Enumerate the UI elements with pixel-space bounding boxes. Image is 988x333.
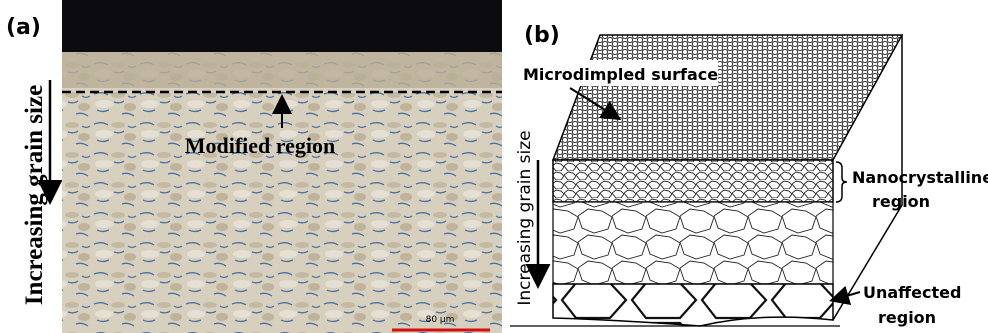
scale-bar-label: 80 µm <box>426 315 455 325</box>
intermediate-layer <box>553 202 833 284</box>
nanocrystalline-label: Nanocrystalline <box>852 168 988 187</box>
mount-layer <box>62 0 502 52</box>
surface-label: Microdimpled surface <box>523 65 718 84</box>
region-label: Modified region <box>185 133 336 158</box>
side-label: Increasing grain size <box>515 130 535 305</box>
unaffected-label: Unaffected <box>863 283 961 302</box>
modified-layer <box>62 52 502 88</box>
unaffected-label: region <box>878 308 936 327</box>
brace <box>836 162 847 202</box>
nanocrystalline-layer <box>553 160 833 202</box>
nanocrystalline-label: region <box>872 192 930 211</box>
top-surface <box>553 35 902 160</box>
panel-label: (a) <box>6 15 41 40</box>
side-label: Increasing grain size <box>21 85 48 305</box>
unaffected-layer <box>553 284 833 326</box>
figure: (a) Increasing grain size Modified regio… <box>0 0 988 333</box>
panel-label: (b) <box>524 23 560 48</box>
